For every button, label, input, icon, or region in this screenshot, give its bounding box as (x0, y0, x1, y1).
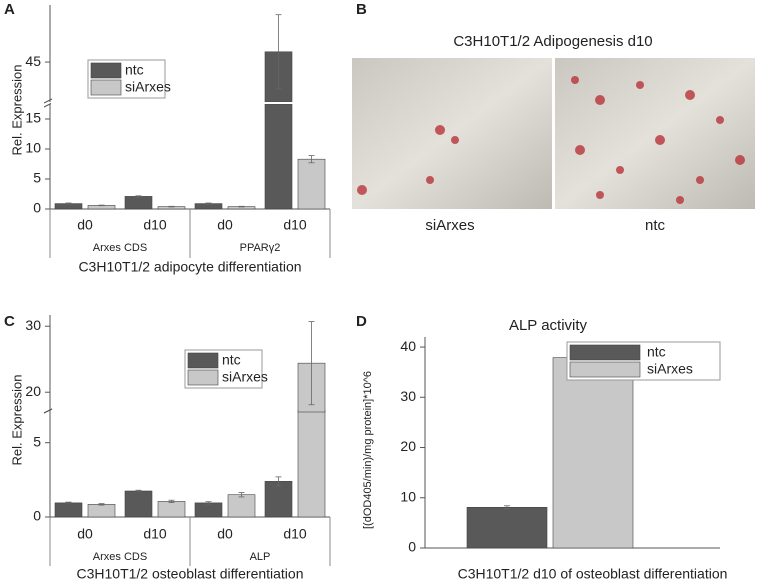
legend-swatch (569, 361, 641, 378)
x-tick-label: d10 (143, 217, 167, 233)
bar (124, 490, 153, 518)
y-axis-label: [(dOD405/min)/mg protein]*10^6 (362, 371, 374, 529)
panel-letter: C (4, 313, 15, 330)
x-tick-label: d0 (217, 526, 233, 542)
legend-label: siArxes (125, 79, 171, 95)
legend-swatch (90, 79, 122, 96)
micrograph (352, 58, 755, 209)
y-axis-label: Rel. Expression (9, 64, 24, 155)
panel-letter: B (356, 1, 367, 18)
bar (552, 357, 634, 549)
bar (157, 501, 186, 518)
bar (297, 409, 326, 518)
x-tick-label: d0 (217, 217, 233, 233)
legend-swatch (90, 62, 122, 79)
y-tick-label: 0 (33, 200, 41, 216)
image-label: ntc (645, 217, 666, 234)
legend-label: siArxes (647, 361, 693, 377)
legend-label: siArxes (222, 369, 268, 385)
x-axis-label: C3H10T1/2 adipocyte differentiation (78, 259, 301, 275)
x-tick-label: d0 (77, 526, 93, 542)
bar (264, 481, 293, 518)
break-gap (51, 102, 331, 104)
legend-label: ntc (222, 352, 241, 368)
x-axis-label: C3H10T1/2 d10 of osteoblast differentiat… (458, 566, 728, 582)
bar (54, 502, 83, 518)
y-axis-label: Rel. Expression (9, 374, 24, 465)
y-tick-label: 40 (400, 338, 416, 354)
y-tick-label: 10 (400, 488, 416, 504)
legend-label: ntc (647, 344, 666, 360)
image-title: C3H10T1/2 Adipogenesis d10 (453, 33, 652, 50)
y-tick-label: 15 (25, 110, 41, 126)
y-tick-label: 0 (408, 539, 416, 555)
panel-letter: D (356, 313, 367, 330)
x-tick-label: d10 (283, 217, 307, 233)
legend-swatch (187, 369, 219, 386)
y-tick-label: 0 (33, 508, 41, 524)
group-label: Arxes CDS (93, 551, 147, 563)
group-label: PPARγ2 (240, 242, 281, 254)
legend-swatch (569, 344, 641, 361)
y-tick-label: 5 (33, 170, 41, 186)
axis-break (44, 102, 56, 104)
bar (124, 196, 153, 210)
chart-title: ALP activity (509, 317, 588, 334)
image-label: siArxes (425, 217, 474, 234)
y-tick-label: 30 (25, 317, 41, 333)
x-tick-label: d10 (143, 526, 167, 542)
panel-letter: A (4, 1, 15, 18)
bar (227, 494, 256, 518)
y-tick-label: 45 (25, 53, 41, 69)
legend-label: ntc (125, 62, 144, 78)
group-label: ALP (250, 551, 271, 563)
y-tick-label: 30 (400, 388, 416, 404)
y-tick-label: 5 (33, 433, 41, 449)
x-tick-label: d0 (77, 217, 93, 233)
y-tick-label: 10 (25, 140, 41, 156)
x-axis-label: C3H10T1/2 osteoblast differentiation (77, 566, 304, 582)
bar (87, 504, 116, 518)
axis-break (43, 102, 53, 108)
bar (466, 507, 548, 549)
y-tick-label: 20 (400, 438, 416, 454)
axis-break (43, 408, 53, 414)
y-tick-label: 20 (25, 383, 41, 399)
legend-swatch (187, 352, 219, 369)
bar (297, 158, 326, 210)
x-tick-label: d10 (283, 526, 307, 542)
bar (264, 103, 293, 210)
group-label: Arxes CDS (93, 242, 147, 254)
bar (194, 502, 223, 518)
axis-break (43, 98, 53, 104)
